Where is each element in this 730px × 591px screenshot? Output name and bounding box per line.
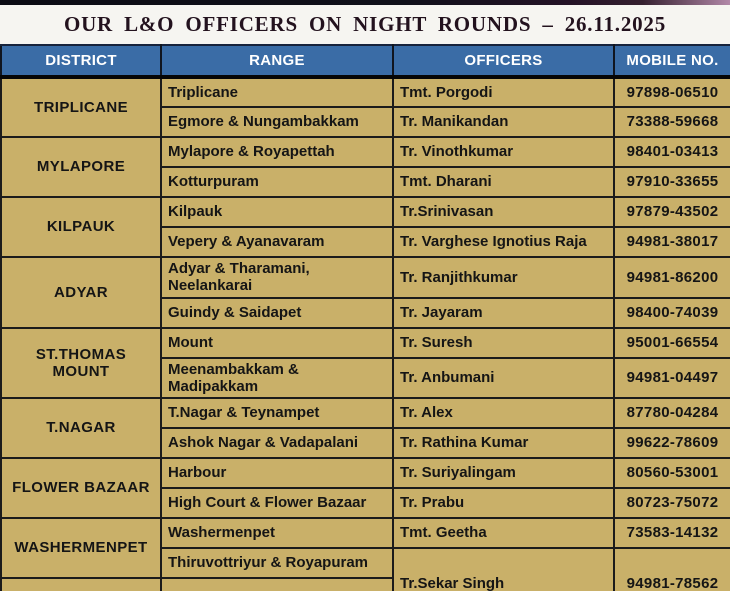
district-cell [0, 577, 162, 591]
header-row: DISTRICT RANGE OFFICERS MOBILE NO. [0, 44, 730, 79]
range-cell: Meenambakkam & Madipakkam [160, 356, 394, 399]
title-bar: OUR L&O OFFICERS ON NIGHT ROUNDS – 26.11… [0, 5, 730, 44]
officer-cell: Tr.Sekar Singh [392, 547, 615, 591]
table-row: FLOWER BAZAAR Harbour Tr. Suriyalingam 8… [0, 457, 730, 519]
top-strip [0, 0, 730, 5]
table-row: Pulianthope [0, 577, 730, 591]
district-cell: ADYAR [0, 256, 162, 329]
range-cell: Kotturpuram [160, 166, 394, 198]
mobile-cell: 80560-53001 [613, 457, 730, 489]
table-row: WASHERMENPET Washermenpet Tmt. Geetha 73… [0, 517, 730, 579]
officer-cell: Tr. Vinothkumar [392, 136, 615, 168]
district-cell: MYLAPORE [0, 136, 162, 198]
district-cell: WASHERMENPET [0, 517, 162, 579]
officer-cell: Tr. Suresh [392, 326, 615, 359]
officer-cell: Tr. Rathina Kumar [392, 427, 615, 459]
officer-cell: Tr.Srinivasan [392, 196, 615, 228]
table-row: Ashok Nagar & Vadapalani Tr. Rathina Kum… [1, 427, 730, 459]
officer-cell: Tr. Jayaram [392, 296, 615, 329]
mobile-cell: 87780-04284 [613, 397, 730, 429]
page-title: OUR L&O OFFICERS ON NIGHT ROUNDS – 26.11… [63, 12, 667, 36]
range-cell: Mylapore & Royapettah [160, 136, 394, 168]
range-cell: Triplicane [160, 76, 394, 108]
mobile-cell: 94981-38017 [613, 226, 730, 258]
mobile-cell: 97898-06510 [613, 76, 730, 108]
col-header-range: RANGE [160, 44, 394, 79]
range-cell: Guindy & Saidapet [160, 296, 394, 329]
officer-cell: Tmt. Geetha [392, 517, 615, 549]
mobile-cell: 94981-86200 [613, 256, 730, 299]
table-row: KILPAUK Kilpauk Tr.Srinivasan 97879-4350… [0, 196, 730, 258]
range-cell: Kilpauk [160, 196, 394, 228]
col-header-mobile: MOBILE NO. [613, 44, 730, 79]
table-row: ADYAR Adyar & Tharamani, Neelankarai Tr.… [0, 256, 730, 329]
mobile-cell: 97879-43502 [613, 196, 730, 228]
officer-cell: Tr. Suriyalingam [392, 457, 615, 489]
range-cell: Vepery & Ayanavaram [160, 226, 394, 258]
mobile-cell: 98401-03413 [613, 136, 730, 168]
table-row: T.NAGAR T.Nagar & Teynampet Tr. Alex 877… [0, 397, 730, 459]
mobile-cell: 95001-66554 [613, 326, 730, 359]
district-cell: TRIPLICANE [0, 76, 162, 138]
mobile-cell: 73583-14132 [613, 517, 730, 549]
table-row: Meenambakkam & Madipakkam Tr. Anbumani 9… [1, 356, 730, 399]
table-row: Guindy & Saidapet Tr. Jayaram 98400-7403… [1, 296, 730, 329]
mobile-cell: 99622-78609 [613, 427, 730, 459]
range-cell: Ashok Nagar & Vadapalani [160, 427, 394, 459]
range-cell: Harbour [160, 457, 394, 489]
mobile-cell: 80723-75072 [613, 487, 730, 519]
officers-table: DISTRICT RANGE OFFICERS MOBILE NO. TRIPL… [0, 44, 730, 591]
table-row: High Court & Flower Bazaar Tr. Prabu 807… [1, 487, 730, 519]
mobile-cell: 94981-04497 [613, 356, 730, 399]
table-row: Vepery & Ayanavaram Tr. Varghese Ignotiu… [1, 226, 730, 258]
range-cell: Egmore & Nungambakkam [160, 106, 394, 138]
range-cell: T.Nagar & Teynampet [160, 397, 394, 429]
district-cell: KILPAUK [0, 196, 162, 258]
mobile-cell: 94981-78562 [613, 547, 730, 591]
district-cell: ST.THOMAS MOUNT [0, 326, 162, 399]
range-cell: Pulianthope [160, 577, 394, 591]
officer-cell: Tr. Manikandan [392, 106, 615, 138]
officer-cell: Tmt. Porgodi [392, 76, 615, 108]
col-header-district: DISTRICT [0, 44, 162, 79]
officer-cell: Tr. Alex [392, 397, 615, 429]
range-cell: Adyar & Tharamani, Neelankarai [160, 256, 394, 299]
range-cell: High Court & Flower Bazaar [160, 487, 394, 519]
officer-cell: Tr. Varghese Ignotius Raja [392, 226, 615, 258]
officer-cell: Tr. Ranjithkumar [392, 256, 615, 299]
mobile-cell: 73388-59668 [613, 106, 730, 138]
col-header-officers: OFFICERS [392, 44, 615, 79]
range-cell: Thiruvottriyur & Royapuram [160, 547, 394, 579]
range-cell: Mount [160, 326, 394, 359]
table-row: TRIPLICANE Triplicane Tmt. Porgodi 97898… [0, 76, 730, 138]
table-row: MYLAPORE Mylapore & Royapettah Tr. Vinot… [0, 136, 730, 198]
district-cell: FLOWER BAZAAR [0, 457, 162, 519]
table-row: Kotturpuram Tmt. Dharani 97910-33655 [1, 166, 730, 198]
range-cell: Washermenpet [160, 517, 394, 549]
mobile-cell: 97910-33655 [613, 166, 730, 198]
table-row: ST.THOMAS MOUNT Mount Tr. Suresh 95001-6… [0, 326, 730, 399]
table-row: Egmore & Nungambakkam Tr. Manikandan 733… [1, 106, 730, 138]
district-cell: T.NAGAR [0, 397, 162, 459]
mobile-cell: 98400-74039 [613, 296, 730, 329]
officer-cell: Tmt. Dharani [392, 166, 615, 198]
officer-cell: Tr. Prabu [392, 487, 615, 519]
officer-cell: Tr. Anbumani [392, 356, 615, 399]
table-row: Thiruvottriyur & Royapuram Tr.Sekar Sing… [1, 547, 730, 591]
